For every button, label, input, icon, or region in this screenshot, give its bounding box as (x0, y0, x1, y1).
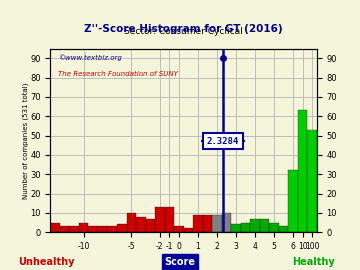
Text: ©www.textbiz.org: ©www.textbiz.org (58, 54, 122, 61)
Bar (269, 222, 279, 232)
Bar (174, 227, 184, 232)
Bar (108, 227, 117, 232)
Bar (50, 222, 60, 232)
Bar (117, 224, 126, 232)
Bar (98, 227, 108, 232)
Bar (212, 215, 222, 232)
Bar (89, 227, 98, 232)
Bar (250, 219, 260, 232)
Bar (60, 227, 69, 232)
Text: Score: Score (165, 257, 195, 267)
Text: The Research Foundation of SUNY: The Research Foundation of SUNY (58, 71, 178, 77)
Bar (203, 215, 212, 232)
Bar (260, 219, 269, 232)
Bar (136, 217, 145, 232)
Bar (279, 227, 288, 232)
Bar (155, 207, 165, 232)
Bar (298, 110, 307, 232)
Bar (69, 227, 79, 232)
Bar (307, 130, 317, 232)
Text: Unhealthy: Unhealthy (19, 257, 75, 267)
Bar (126, 213, 136, 232)
Bar (241, 222, 250, 232)
Text: Sector: Consumer Cyclical: Sector: Consumer Cyclical (124, 27, 243, 36)
Title: Z''-Score Histogram for GT (2016): Z''-Score Histogram for GT (2016) (84, 24, 283, 34)
Text: 2.3284: 2.3284 (207, 137, 239, 146)
Bar (222, 213, 231, 232)
Text: Healthy: Healthy (292, 257, 334, 267)
Bar (79, 222, 89, 232)
Bar (231, 224, 241, 232)
Bar (165, 207, 174, 232)
Bar (288, 170, 298, 232)
Y-axis label: Number of companies (531 total): Number of companies (531 total) (22, 82, 29, 199)
Bar (145, 219, 155, 232)
Bar (184, 228, 193, 232)
Bar (193, 215, 203, 232)
